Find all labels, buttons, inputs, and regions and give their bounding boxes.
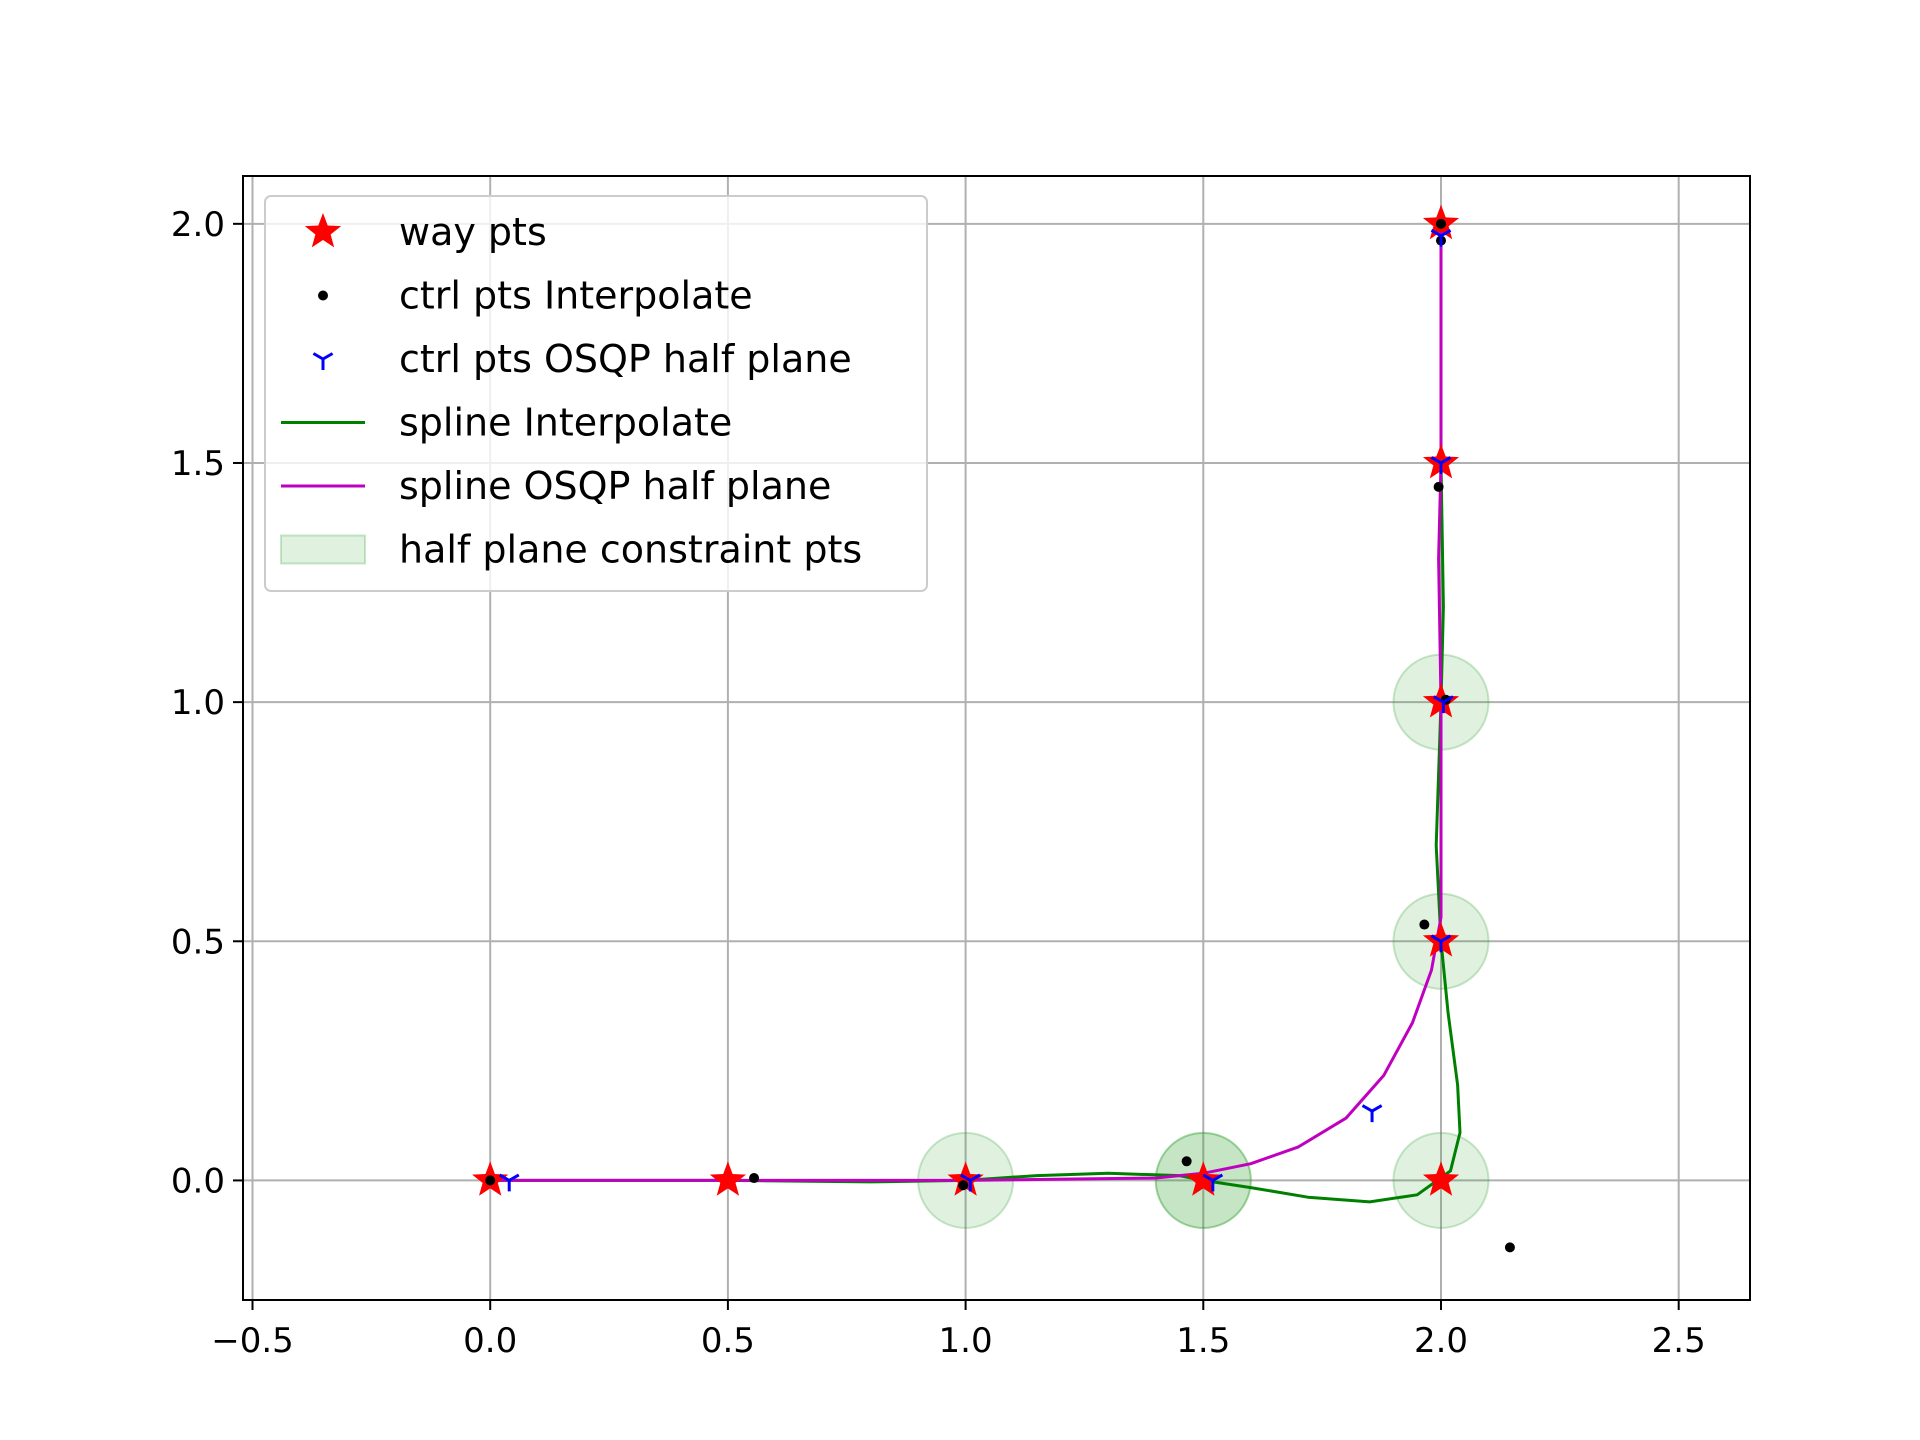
ctrl-point-osqp [498,1173,520,1192]
y-tick-label: 1.0 [171,683,225,723]
ctrl-point-interpolate [958,1180,969,1191]
ctrl-point-interpolate [485,1175,496,1186]
way-point-star [1422,1161,1460,1196]
ctrl-point-interpolate [1181,1156,1192,1167]
axis-ticks: −0.5 0.0 0.5 1.0 1.5 2.0 2.5 0.0 0.5 1.0 1.5 2.0 [171,205,1706,1361]
x-tick-label: −0.5 [211,1321,294,1361]
ctrl-point-osqp [1430,456,1452,474]
legend-label: spline OSQP half plane [399,464,831,508]
x-tick-label: 2.5 [1652,1321,1706,1361]
ctrl-point-interpolate [1435,218,1446,229]
ctrl-point-osqp [1361,1104,1383,1123]
y-tick-label: 0.0 [171,1161,225,1201]
y-tick-label: 1.5 [171,444,225,484]
ctrl-point-interpolate [1504,1242,1515,1253]
legend-dot-icon [318,290,328,301]
x-tick-label: 1.5 [1176,1321,1230,1361]
ctrl-point-osqp [1433,695,1454,714]
spline-interpolate-line [490,223,1462,1204]
legend-label: ctrl pts OSQP half plane [399,337,852,381]
x-tick-label: 2.0 [1414,1321,1468,1361]
x-tick-label: 0.5 [701,1321,755,1361]
plot-area [472,204,1515,1253]
legend-patch-icon [280,534,366,565]
x-tick-label: 0.0 [463,1321,517,1361]
axes-frame [242,175,1751,1301]
ctrl-point-osqp [1430,934,1452,953]
legend-label: ctrl pts Interpolate [399,274,753,318]
way-point-star [1422,444,1460,479]
legend-label: half plane constraint pts [399,528,862,572]
y-tick-label: 0.5 [171,922,225,962]
legend-box [264,195,928,592]
legend-label: way pts [399,210,547,254]
legend-tri-icon [312,352,334,370]
way-point-star [1422,922,1460,957]
ctrl-point-osqp [960,1173,981,1192]
ctrl-point-interpolate [1433,481,1444,492]
x-tick-label: 1.0 [939,1321,993,1361]
ctrl-point-osqp [1202,1173,1224,1192]
legend-star-icon [304,213,342,248]
legend-label: spline Interpolate [399,401,732,445]
y-tick-label: 2.0 [171,205,225,245]
way-point-star [709,1161,746,1196]
legend: way pts ctrl pts Interpolate ctrl pts OSQP… [264,195,928,592]
ctrl-point-osqp [1430,228,1452,247]
ctrl-point-interpolate [749,1173,760,1184]
spline-osqp-line [490,223,1443,1182]
way-point-star [1185,1161,1222,1196]
ctrl-point-interpolate [1419,919,1430,930]
